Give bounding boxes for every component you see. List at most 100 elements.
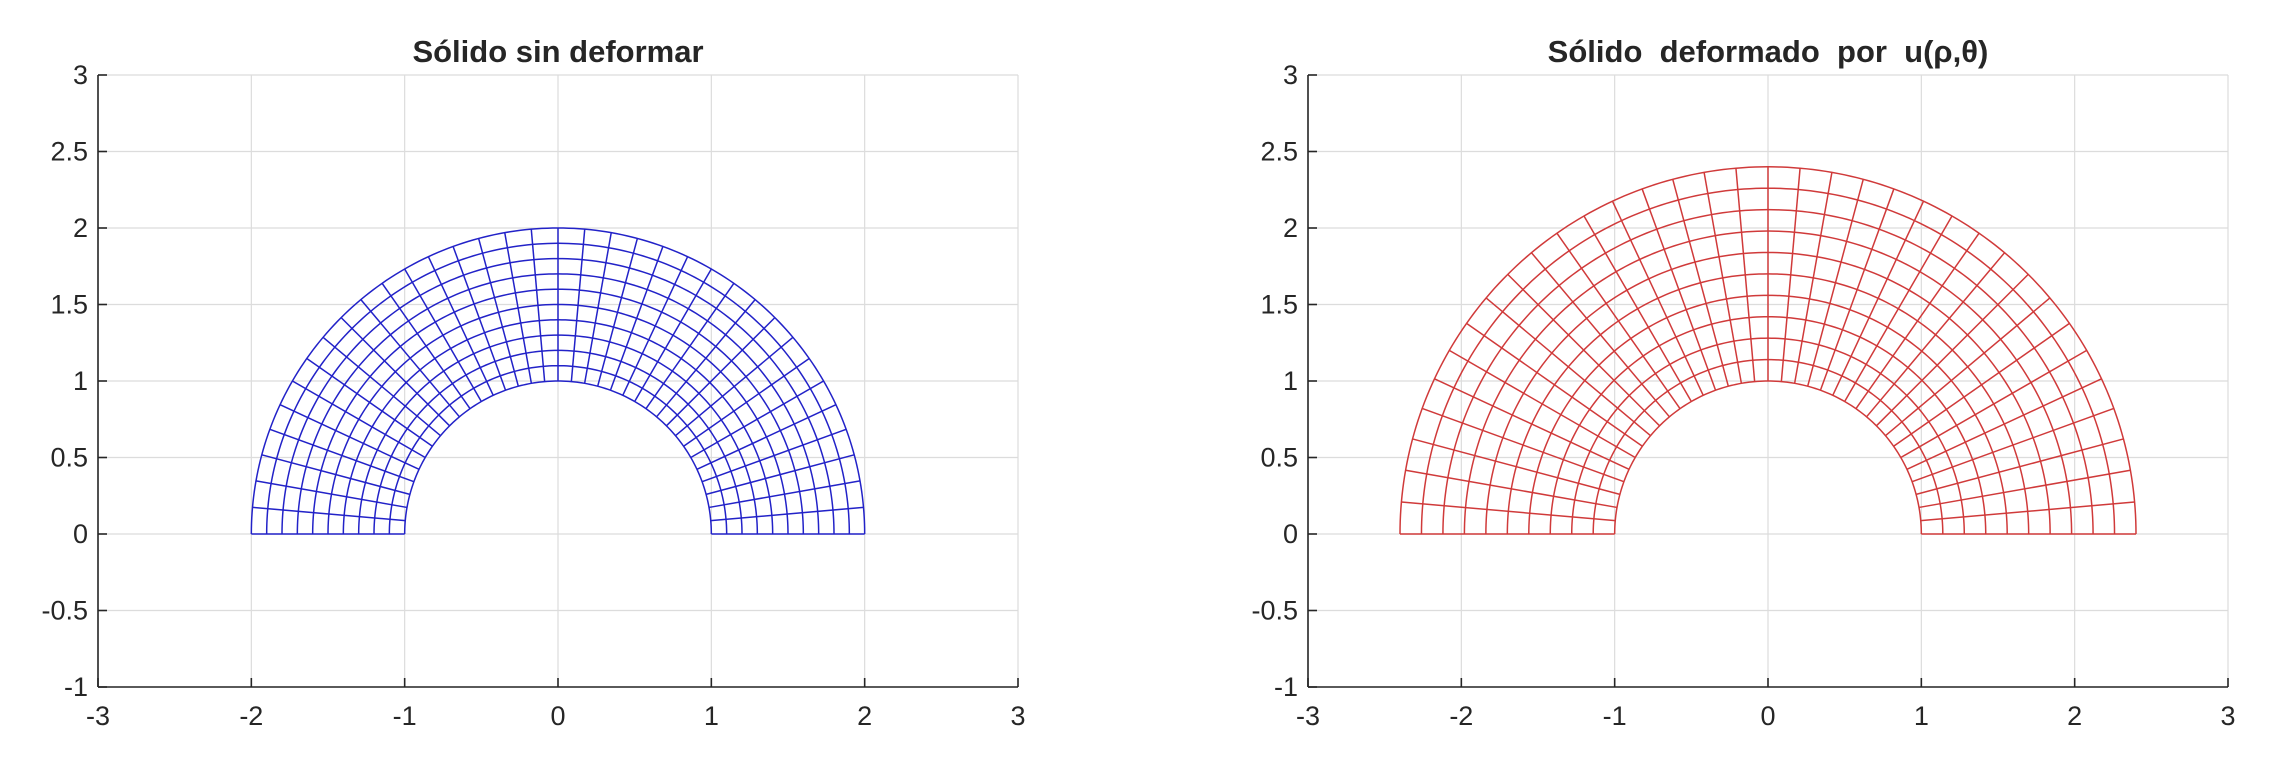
mesh-spoke-22	[452, 246, 507, 391]
axes: -3 -2 -1 0 1 2 3 -1 -0.5 0 0.5 1 1.5 2 2.5 3	[1251, 60, 2235, 731]
chart-title: Sólido sin deformar	[412, 34, 703, 69]
mesh-spoke-10	[1865, 252, 2006, 418]
mesh-spoke-11	[1855, 232, 1980, 410]
x-tick-label: 0	[550, 701, 565, 731]
mesh-spoke-33	[1412, 438, 1621, 496]
mesh-spoke-8	[674, 336, 794, 437]
mesh-spoke-1	[710, 506, 864, 522]
y-tick-label: 0.5	[50, 443, 88, 473]
mesh-spoke-12	[1844, 215, 1953, 402]
x-tick-label: -2	[239, 701, 263, 731]
mesh-spoke-5	[696, 404, 837, 471]
mesh-spoke-3	[1915, 438, 2124, 496]
mesh-spoke-13	[622, 256, 689, 396]
mesh-spoke-17	[1780, 168, 1801, 382]
x-tick-label: 3	[1010, 701, 1025, 731]
mesh-spoke-11	[645, 282, 735, 410]
mesh-spoke-16	[1793, 172, 1833, 384]
mesh-spoke-28	[322, 336, 442, 437]
mesh-spoke-15	[1806, 179, 1864, 387]
mesh-spoke-20	[504, 232, 533, 384]
mesh-spoke-32	[1421, 407, 1625, 483]
mesh-spoke-3	[705, 454, 855, 496]
y-tick-label: -1	[1274, 672, 1298, 702]
mesh	[250, 227, 866, 535]
mesh-spoke-12	[634, 268, 712, 402]
mesh-spoke-7	[1893, 322, 2070, 447]
mesh-spoke-30	[1448, 349, 1636, 459]
y-tick-label: 3	[1283, 60, 1298, 90]
y-tick-label: 0	[1283, 519, 1298, 549]
mesh-spoke-33	[261, 454, 411, 496]
mesh-spoke-8	[1884, 297, 2051, 437]
y-tick-label: 1	[73, 366, 88, 396]
x-tick-label: 2	[857, 701, 872, 731]
mesh-spoke-23	[427, 256, 494, 396]
y-tick-label: 2	[73, 213, 88, 243]
mesh-spoke-26	[1530, 252, 1671, 418]
mesh-spoke-9	[1875, 273, 2029, 427]
y-tick-label: 0.5	[1260, 443, 1298, 473]
mesh-spoke-31	[1434, 378, 1630, 471]
y-tick-label: 1.5	[50, 290, 88, 320]
mesh-spoke-34	[255, 480, 408, 509]
mesh-spoke-24	[1583, 215, 1692, 402]
mesh	[1399, 166, 2137, 535]
mesh-spoke-5	[1906, 378, 2102, 471]
x-tick-label: -2	[1449, 701, 1473, 731]
mesh-spoke-21	[477, 238, 520, 387]
chart-title: Sólido deformado por u(ρ,θ)	[1548, 34, 1989, 69]
x-tick-label: 1	[704, 701, 719, 731]
mesh-spoke-2	[708, 480, 861, 509]
mesh-spoke-19	[1735, 168, 1756, 382]
x-tick-label: 1	[1914, 701, 1929, 731]
x-tick-label: -3	[86, 701, 110, 731]
mesh-spoke-2	[1918, 469, 2131, 509]
mesh-spoke-13	[1832, 200, 1925, 396]
mesh-spoke-27	[340, 317, 451, 427]
axes: -3 -2 -1 0 1 2 3 -1 -0.5 0 0.5 1 1.5 2 2.5 3	[41, 60, 1025, 731]
mesh-spoke-10	[655, 299, 756, 418]
y-tick-label: -0.5	[1251, 596, 1298, 626]
mesh-spoke-22	[1641, 188, 1717, 391]
mesh-spoke-31	[279, 404, 420, 471]
mesh-spoke-35	[1401, 501, 1616, 522]
mesh-spoke-35	[252, 506, 406, 522]
x-tick-label: -1	[393, 701, 417, 731]
mesh-spoke-4	[701, 428, 847, 483]
x-tick-label: -1	[1603, 701, 1627, 731]
mesh-spoke-19	[530, 229, 546, 382]
x-tick-label: 0	[1760, 701, 1775, 731]
x-tick-label: 2	[2067, 701, 2082, 731]
x-tick-label: 3	[2220, 701, 2235, 731]
chart-undeformed-solid: -3 -2 -1 0 1 2 3 -1 -0.5 0 0.5 1 1.5 2 2.5 3 Sólido sin …	[41, 34, 1025, 731]
mesh-spoke-25	[1556, 232, 1681, 410]
mesh-spoke-25	[381, 282, 471, 410]
mesh-spoke-29	[1466, 322, 1643, 447]
mesh-spoke-27	[1507, 273, 1661, 427]
mesh-spoke-28	[1485, 297, 1652, 437]
y-tick-label: 2.5	[50, 137, 88, 167]
mesh-spoke-16	[583, 232, 612, 384]
mesh-spoke-34	[1405, 469, 1618, 509]
mesh-spoke-9	[665, 317, 776, 427]
mesh-spoke-4	[1911, 407, 2115, 483]
mesh-spoke-24	[404, 268, 482, 402]
mesh-spoke-23	[1611, 200, 1704, 396]
mesh-spoke-26	[360, 299, 461, 418]
mesh-spoke-30	[292, 380, 426, 459]
y-tick-label: 2	[1283, 213, 1298, 243]
y-tick-label: 3	[73, 60, 88, 90]
mesh-spoke-32	[269, 428, 415, 483]
chart-deformed-solid: -3 -2 -1 0 1 2 3 -1 -0.5 0 0.5 1 1.5 2 2.5 3 Sólido defo…	[1251, 34, 2235, 731]
y-tick-label: 0	[73, 519, 88, 549]
y-tick-label: -1	[64, 672, 88, 702]
mesh-spoke-29	[306, 357, 433, 447]
y-tick-label: 1	[1283, 366, 1298, 396]
mesh-spoke-14	[1819, 188, 1895, 391]
mesh-spoke-21	[1672, 179, 1730, 387]
y-tick-label: 1.5	[1260, 290, 1298, 320]
mesh-spoke-6	[690, 380, 824, 459]
mesh-spoke-6	[1900, 349, 2088, 459]
